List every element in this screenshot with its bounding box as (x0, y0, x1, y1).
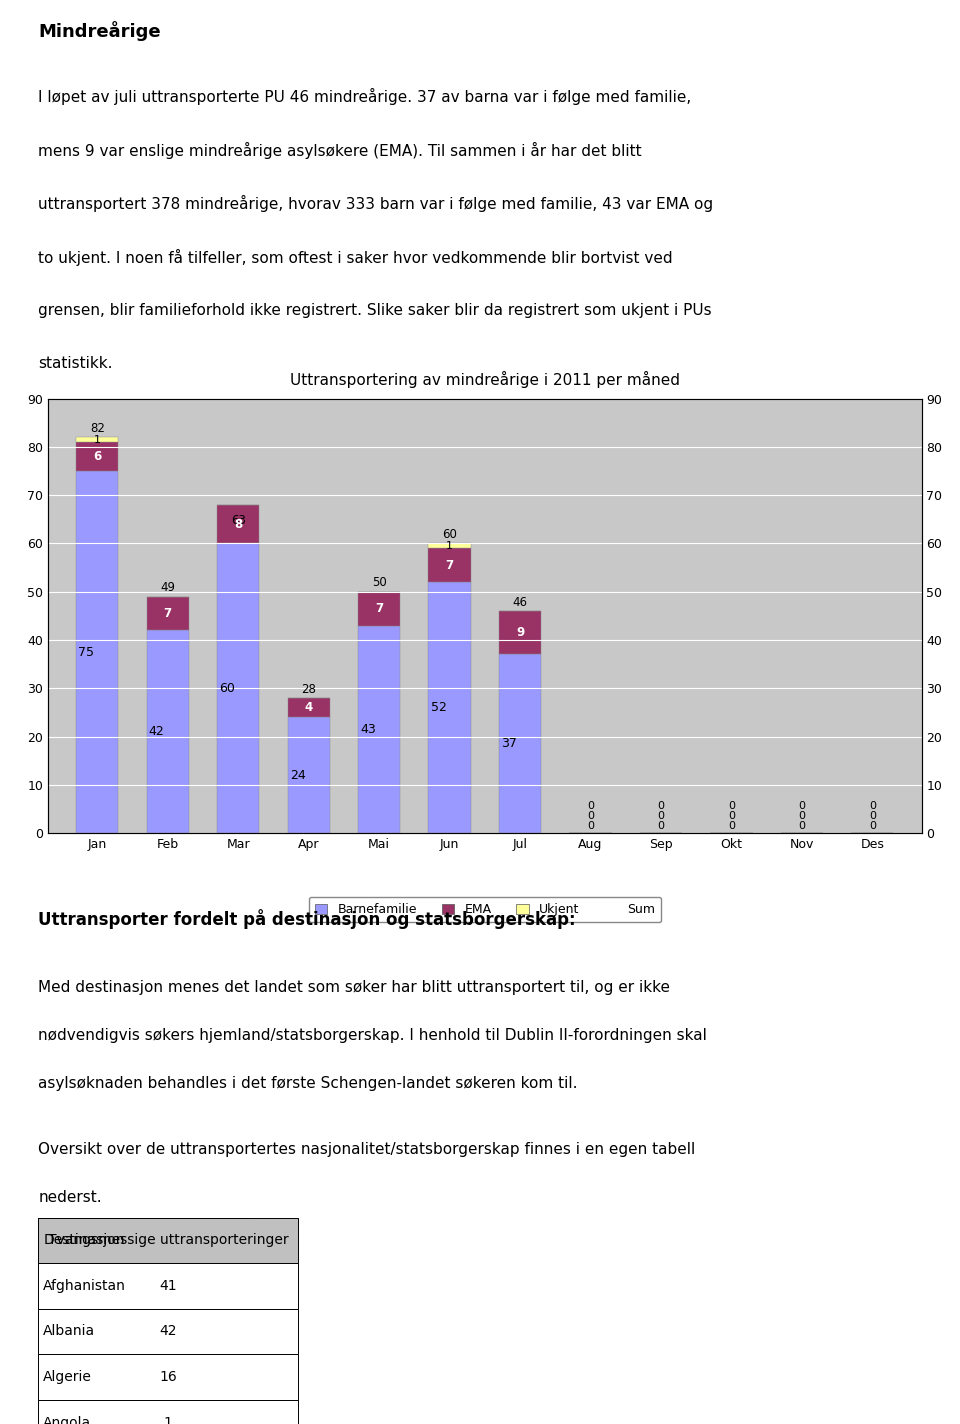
Text: 60: 60 (219, 682, 235, 695)
Bar (428, 544, 470, 548)
Text: 0: 0 (728, 812, 735, 822)
Title: Uttransportering av mindreårige i 2011 per måned: Uttransportering av mindreårige i 2011 p… (290, 370, 680, 387)
Text: 60: 60 (443, 528, 457, 541)
Text: Uttransporter fordelt på destinasjon og statsborgerskap:: Uttransporter fordelt på destinasjon og … (38, 910, 576, 930)
Text: Med destinasjon menes det landet som søker har blitt uttransportert til, og er i: Med destinasjon menes det landet som søk… (38, 980, 670, 995)
Text: nederst.: nederst. (38, 1190, 102, 1205)
Text: 7: 7 (375, 602, 383, 615)
Text: 0: 0 (799, 802, 805, 812)
Text: 37: 37 (501, 738, 516, 750)
Text: 75: 75 (79, 645, 94, 658)
Bar (428, 548, 470, 582)
Text: Hittil i år. Pr 31. juli 2011:: Hittil i år. Pr 31. juli 2011: (38, 1243, 280, 1263)
Text: 0: 0 (799, 820, 805, 830)
Text: 0: 0 (728, 802, 735, 812)
Text: mens 9 var enslige mindreårige asylsøkere (EMA). Til sammen i år har det blitt: mens 9 var enslige mindreårige asylsøker… (38, 142, 642, 158)
Bar (217, 544, 259, 833)
Text: 16: 16 (159, 1370, 177, 1384)
Bar (428, 582, 470, 833)
Text: to ukjent. I noen få tilfeller, som oftest i saker hvor vedkommende blir bortvis: to ukjent. I noen få tilfeller, som ofte… (38, 249, 673, 266)
Text: Oversikt over de uttransportertes nasjonalitet/statsborgerskap finnes i en egen : Oversikt over de uttransportertes nasjon… (38, 1142, 696, 1156)
Bar (288, 698, 330, 718)
Bar (147, 597, 189, 631)
Text: Afghanistan: Afghanistan (43, 1279, 126, 1293)
Text: 1: 1 (446, 541, 453, 551)
Text: 0: 0 (658, 802, 664, 812)
Bar (76, 471, 118, 833)
Text: 82: 82 (90, 422, 105, 434)
Text: uttransportert 378 mindreårige, hvorav 333 barn var i følge med familie, 43 var : uttransportert 378 mindreårige, hvorav 3… (38, 195, 713, 212)
Text: Algerie: Algerie (43, 1370, 92, 1384)
Text: 8: 8 (234, 518, 242, 531)
Text: 0: 0 (869, 812, 876, 822)
Text: 4: 4 (304, 701, 313, 713)
Bar (288, 718, 330, 833)
Text: 0: 0 (658, 812, 664, 822)
Text: I løpet av juli uttransporterte PU 46 mindreårige. 37 av barna var i følge med f: I løpet av juli uttransporterte PU 46 mi… (38, 88, 691, 105)
Text: 7: 7 (164, 607, 172, 619)
Bar (358, 625, 400, 833)
Text: 63: 63 (230, 514, 246, 527)
Text: 0: 0 (869, 820, 876, 830)
Bar (358, 592, 400, 625)
Text: 0: 0 (728, 820, 735, 830)
Text: Tvangsmessige uttransporteringer: Tvangsmessige uttransporteringer (48, 1233, 288, 1247)
Bar (147, 631, 189, 833)
Text: 1: 1 (94, 434, 101, 444)
Text: Albania: Albania (43, 1324, 95, 1339)
Text: 42: 42 (149, 725, 164, 738)
Text: 0: 0 (587, 812, 594, 822)
Text: 6: 6 (93, 450, 102, 463)
Text: 42: 42 (159, 1324, 177, 1339)
Text: 1: 1 (163, 1415, 173, 1424)
Text: Angola: Angola (43, 1415, 91, 1424)
Text: 52: 52 (430, 701, 446, 713)
Text: nødvendigvis søkers hjemland/statsborgerskap. I henhold til Dublin II-forordning: nødvendigvis søkers hjemland/statsborger… (38, 1028, 708, 1044)
Text: 46: 46 (513, 595, 528, 608)
Text: 41: 41 (159, 1279, 177, 1293)
Text: statistikk.: statistikk. (38, 356, 113, 372)
Bar (217, 506, 259, 544)
Text: 28: 28 (301, 682, 316, 695)
Text: 43: 43 (360, 723, 376, 736)
Text: asylsøknaden behandles i det første Schengen-landet søkeren kom til.: asylsøknaden behandles i det første Sche… (38, 1077, 578, 1091)
Bar (76, 441, 118, 471)
Bar (499, 611, 541, 655)
Bar (76, 437, 118, 441)
Text: 24: 24 (290, 769, 305, 782)
Text: 49: 49 (160, 581, 176, 594)
Text: grensen, blir familieforhold ikke registrert. Slike saker blir da registrert som: grensen, blir familieforhold ikke regist… (38, 303, 712, 318)
Legend: Barnefamilie, EMA, Ukjent, Sum: Barnefamilie, EMA, Ukjent, Sum (308, 897, 661, 923)
Text: Mindreårige: Mindreårige (38, 21, 161, 41)
Text: 9: 9 (516, 627, 524, 639)
Text: 0: 0 (587, 820, 594, 830)
Text: Destinasjon: Destinasjon (43, 1233, 125, 1247)
Text: 50: 50 (372, 577, 387, 590)
Text: 0: 0 (799, 812, 805, 822)
Text: 0: 0 (587, 802, 594, 812)
Bar (499, 655, 541, 833)
Text: 0: 0 (869, 802, 876, 812)
Text: 0: 0 (658, 820, 664, 830)
Text: 7: 7 (445, 558, 454, 571)
